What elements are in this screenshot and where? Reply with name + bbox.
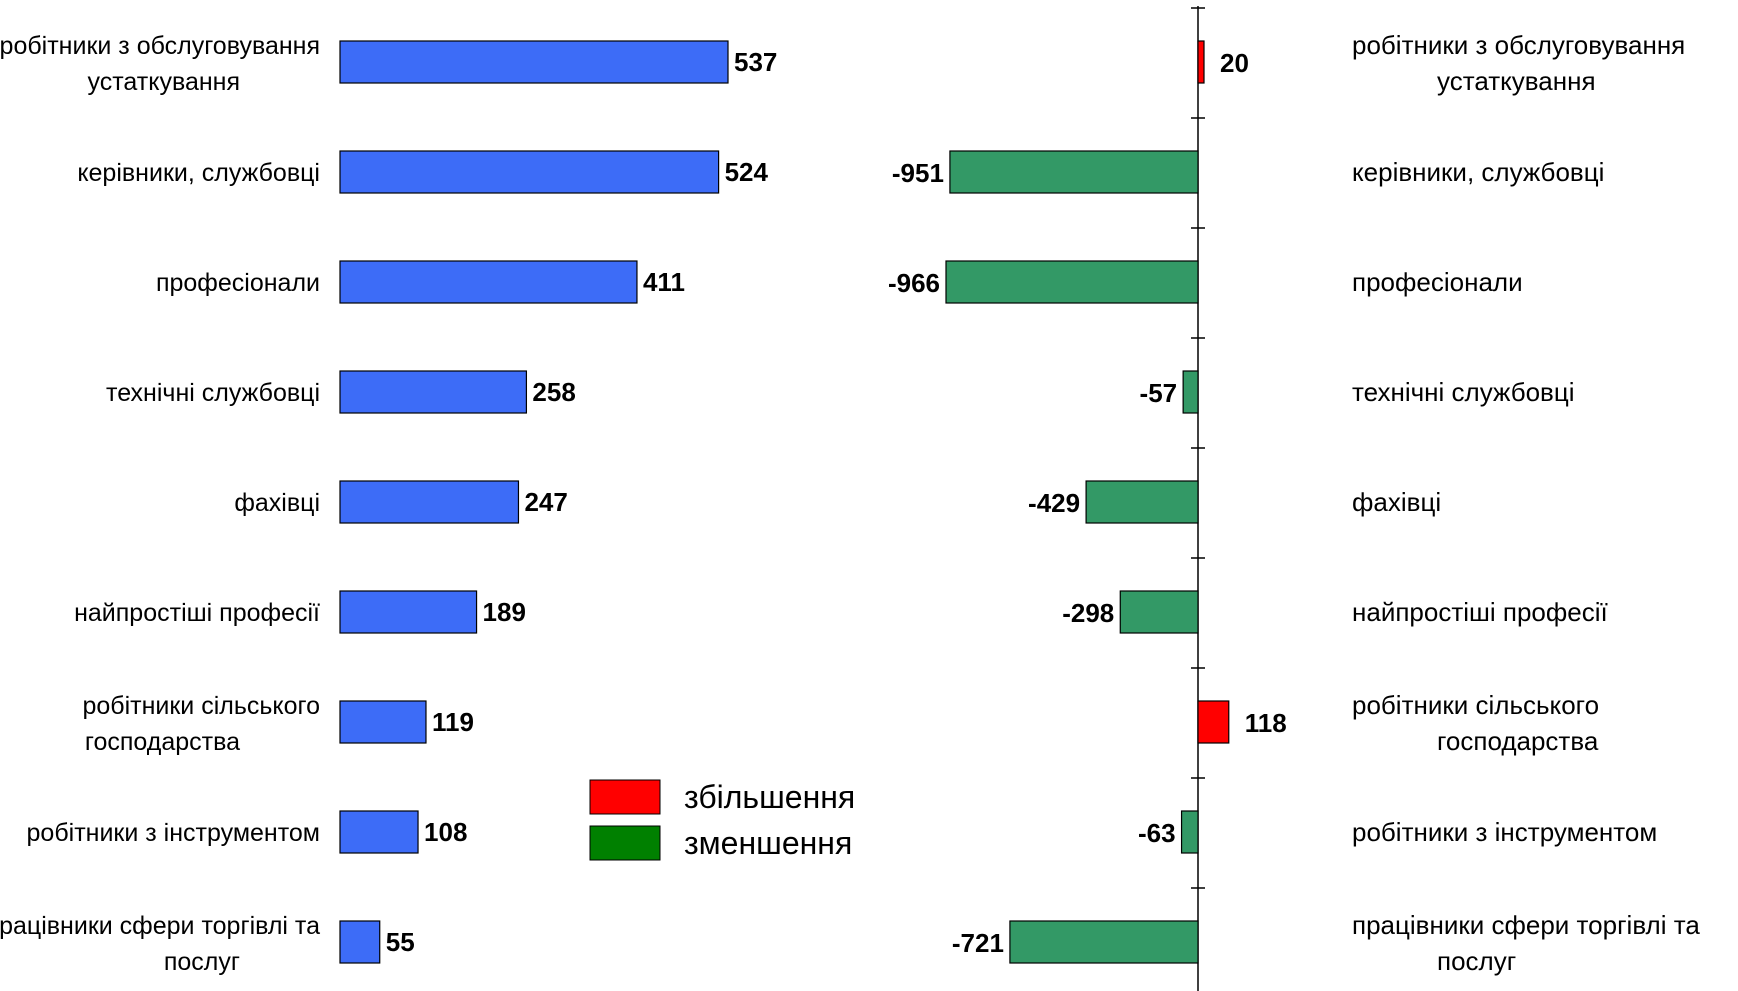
left-value-label: 55	[386, 927, 415, 957]
right-category-label: робітники з обслуговування устаткування	[1352, 30, 1685, 96]
left-category-label: працівники сфери торгівлі та послуг	[0, 912, 320, 976]
legend-label: збільшення	[684, 779, 855, 815]
left-value-label: 258	[532, 377, 575, 407]
left-category-label: професіонали	[156, 269, 320, 297]
left-category-label: робітники з інструментом	[27, 819, 320, 847]
right-value-label: -429	[1028, 488, 1080, 518]
legend-swatch	[589, 825, 661, 861]
left-bar	[339, 40, 729, 84]
left-bar	[339, 150, 720, 194]
right-value-label: -57	[1140, 378, 1178, 408]
right-bar-increase	[1197, 40, 1205, 84]
left-category-label: керівники, службовці	[77, 159, 320, 187]
right-bar-decrease	[949, 150, 1199, 194]
left-category-label: робітники з обслуговування устаткування	[0, 32, 320, 96]
left-value-label: 247	[524, 487, 567, 517]
right-category-label: керівники, службовці	[1352, 157, 1604, 187]
right-value-label: -63	[1138, 818, 1176, 848]
left-value-label: 537	[734, 47, 777, 77]
left-bar	[339, 260, 638, 304]
legend: збільшення зменшення	[589, 779, 855, 861]
left-bar	[339, 480, 520, 524]
left-bar	[339, 920, 381, 964]
legend-label: зменшення	[684, 825, 852, 861]
left-value-label: 189	[483, 597, 526, 627]
right-value-label: -951	[892, 158, 944, 188]
left-category-label: технічні службовці	[106, 379, 320, 407]
left-bar	[339, 590, 478, 634]
right-bar-decrease	[1182, 370, 1199, 414]
right-value-label: -966	[888, 268, 940, 298]
right-value-label: -298	[1062, 598, 1114, 628]
right-category-label: фахівці	[1352, 487, 1441, 517]
left-category-label: робітники сільського господарства	[82, 692, 320, 756]
left-value-label: 524	[725, 157, 769, 187]
left-bar	[339, 700, 427, 744]
left-value-label: 108	[424, 817, 467, 847]
right-bar-chart: 20 робітники з обслуговування устаткування…	[888, 6, 1700, 991]
right-value-label: 20	[1220, 48, 1249, 78]
right-category-label: робітники сільського господарства	[1352, 690, 1599, 756]
right-category-label: професіонали	[1352, 267, 1523, 297]
right-category-label: працівники сфери торгівлі та послуг	[1352, 910, 1700, 976]
left-bar-chart: 537 робітники з обслуговування устаткуванн…	[0, 32, 777, 976]
left-category-label: фахівці	[234, 489, 320, 517]
left-value-label: 119	[432, 707, 474, 737]
right-bar-decrease	[1085, 480, 1199, 524]
right-category-label: робітники з інструментом	[1352, 817, 1657, 847]
right-bar-decrease	[1119, 590, 1199, 634]
right-category-label: найпростіші професії	[1352, 597, 1608, 627]
right-bar-decrease	[945, 260, 1199, 304]
legend-swatch	[589, 779, 661, 815]
right-value-label: 118	[1245, 708, 1287, 738]
left-value-label: 411	[643, 267, 685, 297]
left-category-label: найпростіші професії	[74, 599, 320, 627]
right-bar-increase	[1197, 700, 1230, 744]
right-value-label: -721	[952, 928, 1004, 958]
left-bar	[339, 810, 419, 854]
right-bar-decrease	[1180, 810, 1199, 854]
left-bar	[339, 370, 528, 414]
right-bar-decrease	[1009, 920, 1199, 964]
right-category-label: технічні службовці	[1352, 377, 1575, 407]
